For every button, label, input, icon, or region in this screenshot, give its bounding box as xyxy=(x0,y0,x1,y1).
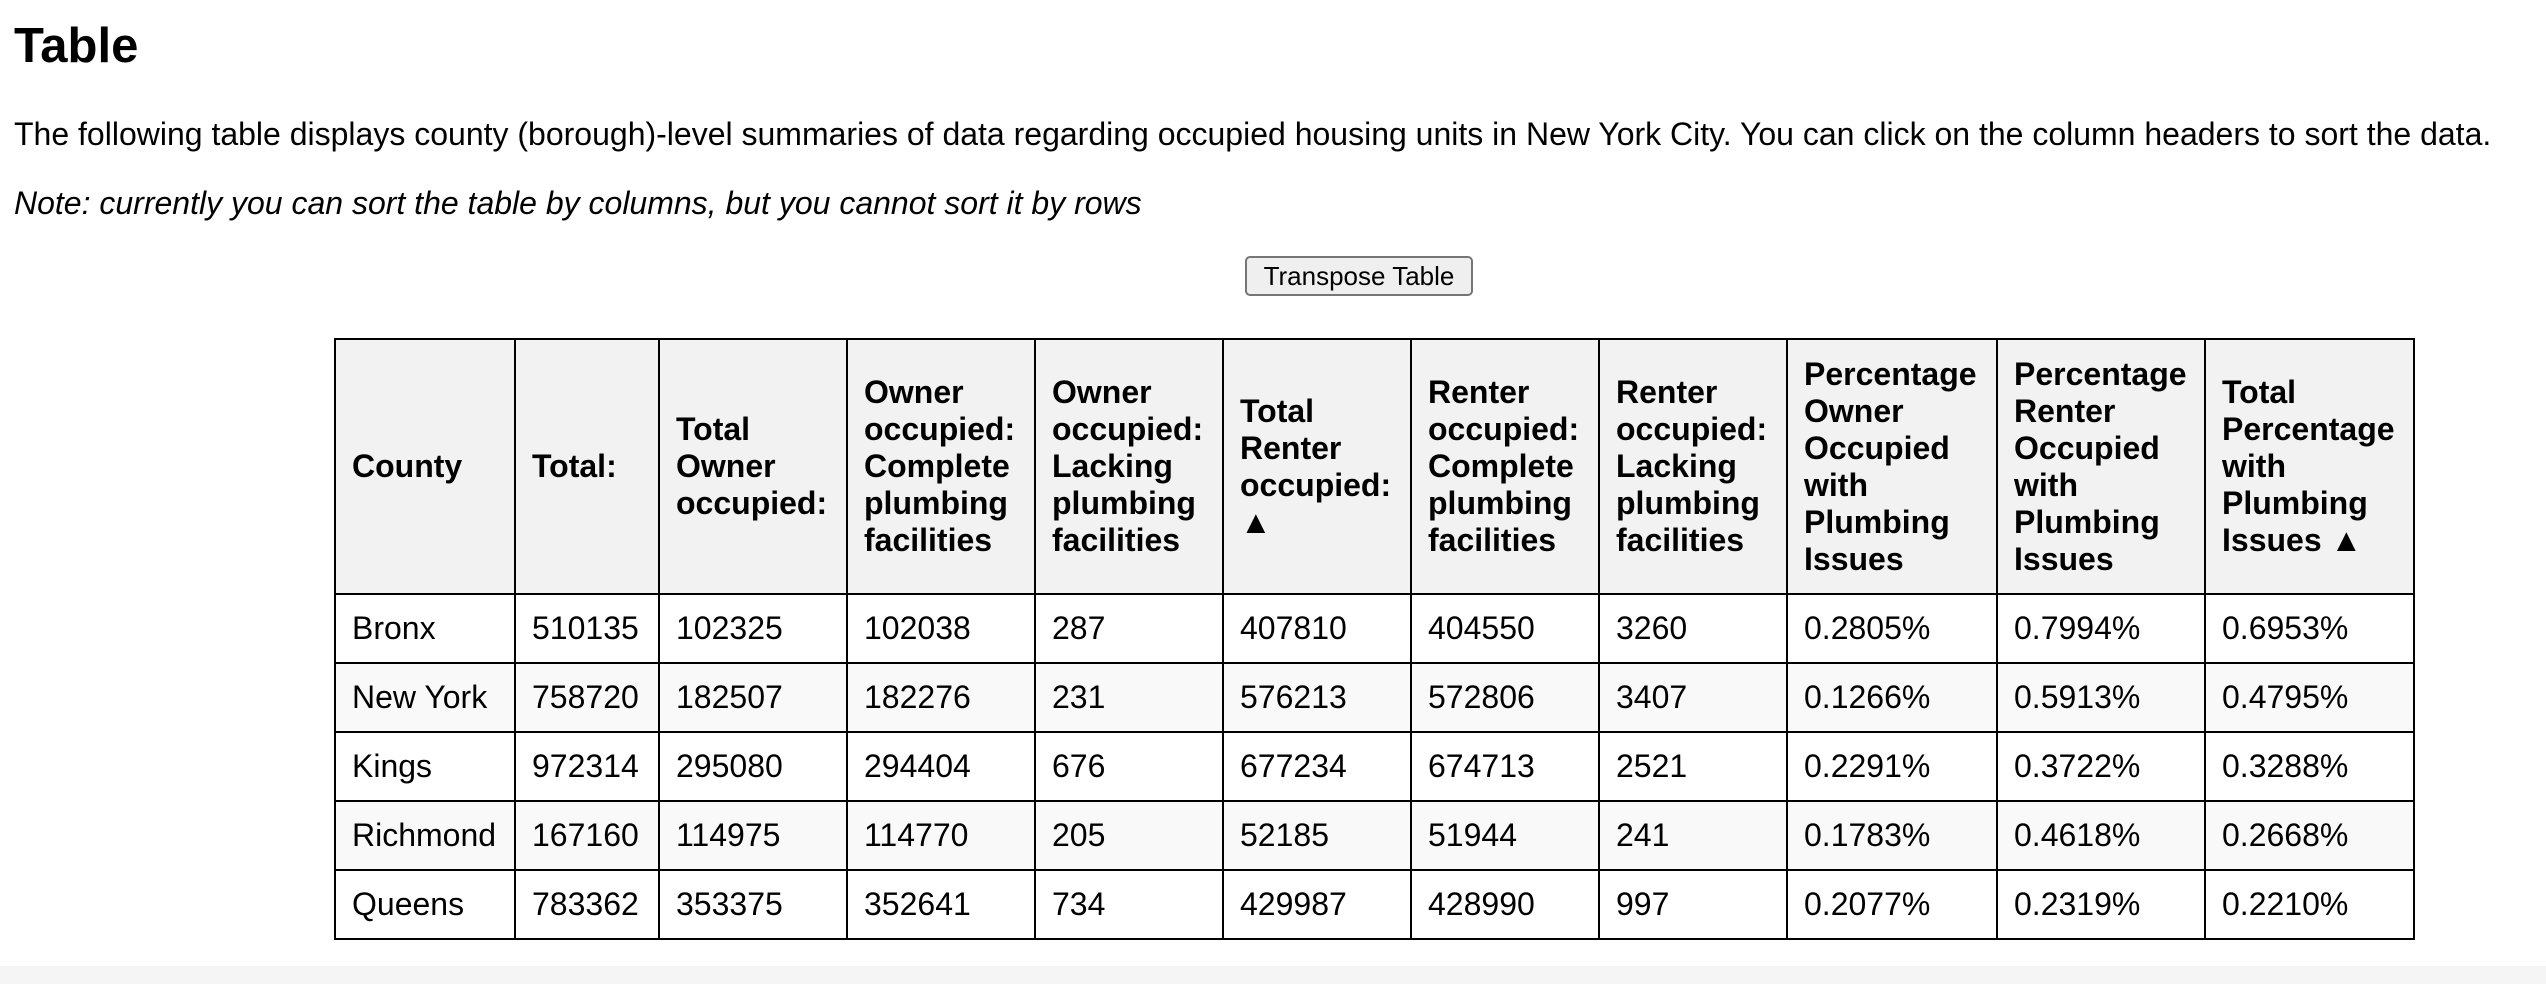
table-cell: 429987 xyxy=(1222,869,1412,940)
column-header-total-renter-occupied[interactable]: Total Renter occupied: ▲ xyxy=(1222,338,1412,595)
table-cell: 0.2805% xyxy=(1786,593,1998,664)
column-header-total[interactable]: Total: xyxy=(514,338,660,595)
table-cell: 114975 xyxy=(658,800,848,871)
column-header-pct-owner-plumbing-issues[interactable]: Percentage Owner Occupied with Plumbing … xyxy=(1786,338,1998,595)
table-cell: 0.2319% xyxy=(1996,869,2206,940)
table-cell: 3260 xyxy=(1598,593,1788,664)
table-cell: 102325 xyxy=(658,593,848,664)
intro-text: The following table displays county (bor… xyxy=(14,116,2492,152)
table-row: Kings 972314 295080 294404 676 677234 67… xyxy=(334,731,2415,802)
table-cell: 287 xyxy=(1034,593,1224,664)
table-cell: New York xyxy=(334,662,516,733)
column-header-renter-complete-plumbing[interactable]: Renter occupied: Complete plumbing facil… xyxy=(1410,338,1600,595)
table-cell: 182507 xyxy=(658,662,848,733)
table-cell: 352641 xyxy=(846,869,1036,940)
housing-data-table: County Total: Total Owner occupied: Owne… xyxy=(334,338,2415,940)
column-header-total-pct-plumbing-issues[interactable]: Total Percentage with Plumbing Issues ▲ xyxy=(2204,338,2415,595)
table-cell: 0.2210% xyxy=(2204,869,2415,940)
table-cell: 205 xyxy=(1034,800,1224,871)
table-cell: 0.3722% xyxy=(1996,731,2206,802)
table-cell: 0.7994% xyxy=(1996,593,2206,664)
table-cell: 0.2668% xyxy=(2204,800,2415,871)
page-title: Table xyxy=(14,19,139,73)
page-bottom-edge xyxy=(0,966,2546,984)
table-cell: 576213 xyxy=(1222,662,1412,733)
column-header-renter-lacking-plumbing[interactable]: Renter occupied: Lacking plumbing facili… xyxy=(1598,338,1788,595)
table-cell: 231 xyxy=(1034,662,1224,733)
table-cell: Bronx xyxy=(334,593,516,664)
sort-note: Note: currently you can sort the table b… xyxy=(14,185,1142,221)
table-cell: 972314 xyxy=(514,731,660,802)
table-cell: 677234 xyxy=(1222,731,1412,802)
column-header-total-owner-occupied[interactable]: Total Owner occupied: xyxy=(658,338,848,595)
table-cell: 783362 xyxy=(514,869,660,940)
table-cell: 572806 xyxy=(1410,662,1600,733)
table-cell: 182276 xyxy=(846,662,1036,733)
table-row: Queens 783362 353375 352641 734 429987 4… xyxy=(334,869,2415,940)
table-cell: 0.3288% xyxy=(2204,731,2415,802)
table-cell: 676 xyxy=(1034,731,1224,802)
table-row: New York 758720 182507 182276 231 576213… xyxy=(334,662,2415,733)
table-cell: 404550 xyxy=(1410,593,1600,664)
table-cell: 3407 xyxy=(1598,662,1788,733)
table-cell: 734 xyxy=(1034,869,1224,940)
table-cell: 997 xyxy=(1598,869,1788,940)
table-cell: 114770 xyxy=(846,800,1036,871)
table-cell: 428990 xyxy=(1410,869,1600,940)
table-cell: 241 xyxy=(1598,800,1788,871)
column-header-owner-complete-plumbing[interactable]: Owner occupied: Complete plumbing facili… xyxy=(846,338,1036,595)
table-cell: 510135 xyxy=(514,593,660,664)
table-cell: 295080 xyxy=(658,731,848,802)
table-header-row: County Total: Total Owner occupied: Owne… xyxy=(334,338,2415,595)
table-cell: 674713 xyxy=(1410,731,1600,802)
table-cell: 51944 xyxy=(1410,800,1600,871)
table-cell: 0.5913% xyxy=(1996,662,2206,733)
table-cell: 0.1783% xyxy=(1786,800,1998,871)
table-cell: 0.4618% xyxy=(1996,800,2206,871)
table-cell: 353375 xyxy=(658,869,848,940)
table-cell: 758720 xyxy=(514,662,660,733)
table-cell: 52185 xyxy=(1222,800,1412,871)
table-cell: 0.2077% xyxy=(1786,869,1998,940)
table-cell: Richmond xyxy=(334,800,516,871)
column-header-county[interactable]: County xyxy=(334,338,516,595)
table-cell: 2521 xyxy=(1598,731,1788,802)
table-cell: 0.1266% xyxy=(1786,662,1998,733)
table-cell: Kings xyxy=(334,731,516,802)
table-cell: 0.6953% xyxy=(2204,593,2415,664)
table-cell: 294404 xyxy=(846,731,1036,802)
transpose-table-button[interactable]: Transpose Table xyxy=(1245,256,1473,296)
table-row: Richmond 167160 114975 114770 205 52185 … xyxy=(334,800,2415,871)
table-cell: 407810 xyxy=(1222,593,1412,664)
table-cell: 0.4795% xyxy=(2204,662,2415,733)
column-header-owner-lacking-plumbing[interactable]: Owner occupied: Lacking plumbing facilit… xyxy=(1034,338,1224,595)
table-cell: 167160 xyxy=(514,800,660,871)
column-header-pct-renter-plumbing-issues[interactable]: Percentage Renter Occupied with Plumbing… xyxy=(1996,338,2206,595)
table-row: Bronx 510135 102325 102038 287 407810 40… xyxy=(334,593,2415,664)
table-cell: Queens xyxy=(334,869,516,940)
table-cell: 0.2291% xyxy=(1786,731,1998,802)
table-cell: 102038 xyxy=(846,593,1036,664)
